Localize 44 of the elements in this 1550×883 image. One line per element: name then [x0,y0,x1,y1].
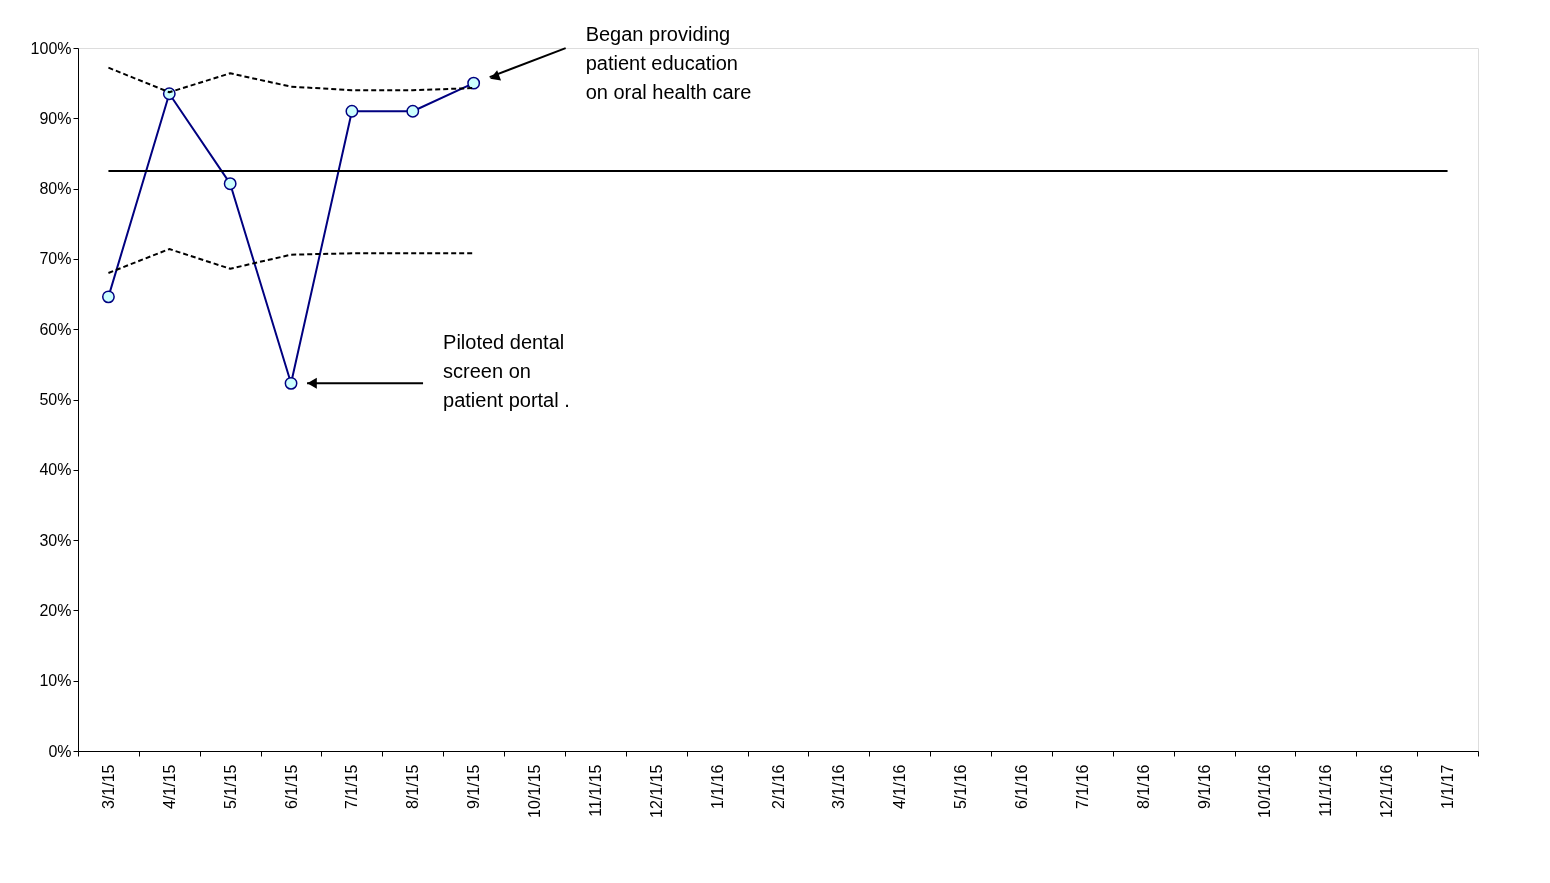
x-tick-label: 11/1/16 [1317,764,1335,817]
x-tick-label: 7/1/15 [343,764,361,809]
x-tick-label: 9/1/15 [465,764,483,809]
annotation: Began providing patient education on oral health care [585,23,752,104]
x-tick-label: 4/1/15 [160,764,178,809]
x-tick-label: 8/1/15 [404,764,422,809]
x-tick-label: 6/1/16 [1012,764,1030,809]
point [223,177,237,191]
x-tick-label: 3/1/16 [830,764,848,809]
y-tick-label: 10% [39,672,72,690]
y-tick-label: 0% [48,742,72,760]
x-tick-label: 12/1/15 [647,764,665,818]
x-tick-label: 9/1/16 [1195,764,1213,809]
y-tick-label: 90% [39,109,72,127]
y-tick-label: 40% [39,461,72,479]
x-tick-label: 11/1/15 [586,764,604,817]
x-tick-label: 2/1/16 [769,764,787,809]
x-tick-label: 7/1/16 [1073,764,1091,809]
point [406,104,420,118]
x-tick-label: 1/1/16 [708,764,726,809]
x-tick-label: 5/1/16 [952,764,970,809]
point [162,87,176,101]
x-tick-label: 5/1/15 [221,764,239,809]
x-tick-label: 8/1/16 [1134,764,1152,809]
y-tick-label: 20% [39,601,72,619]
y-tick-label: 30% [39,531,72,549]
y-tick-label: 100% [30,39,72,57]
y-tick-label: 70% [39,250,72,268]
x-tick-label: 10/1/16 [1256,764,1274,818]
annotation: Piloted dental screen on patient portal . [443,331,570,412]
x-tick-label: 3/1/15 [99,764,117,809]
point [284,376,298,390]
x-tick-label: 1/1/17 [1439,764,1457,809]
line-series [107,248,475,274]
point [101,290,115,304]
y-tick-label: 60% [39,320,72,338]
point [345,104,359,118]
x-tick-label: 10/1/15 [526,764,544,818]
y-tick-label: 80% [39,180,72,198]
x-tick-label: 12/1/16 [1378,764,1396,818]
y-tick-label: 50% [39,391,72,408]
x-tick-label: 4/1/16 [891,764,909,809]
x-tick-label: 6/1/15 [282,764,300,809]
point [467,76,481,90]
